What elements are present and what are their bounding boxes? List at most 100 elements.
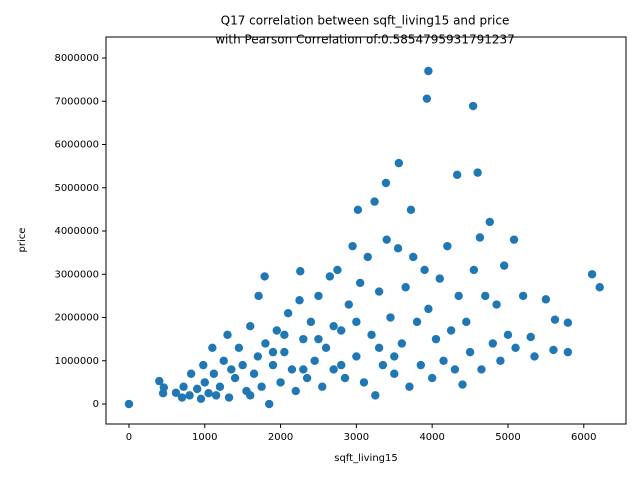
point — [238, 360, 247, 370]
point — [496, 356, 505, 365]
chart-title: with Pearson Correlation of:0.5854795931… — [215, 33, 515, 47]
point — [230, 373, 240, 383]
point — [424, 66, 433, 76]
point — [563, 318, 573, 327]
point — [215, 382, 225, 391]
point — [374, 287, 384, 296]
point — [549, 345, 558, 355]
x-tick-label: 2000 — [268, 432, 293, 443]
point — [477, 365, 486, 374]
point — [382, 235, 391, 244]
point — [306, 317, 316, 327]
point — [509, 235, 519, 244]
point — [406, 205, 416, 215]
point — [314, 291, 323, 301]
point — [595, 283, 604, 292]
point — [352, 352, 361, 361]
point — [253, 352, 263, 361]
point — [409, 252, 418, 262]
point — [439, 356, 448, 365]
point — [254, 291, 263, 301]
x-axis-label: sqft_living15 — [334, 453, 398, 464]
point — [302, 373, 312, 383]
point — [296, 267, 305, 276]
point — [211, 391, 221, 400]
point — [314, 334, 323, 344]
point — [325, 272, 335, 281]
point — [446, 326, 456, 335]
point — [199, 360, 208, 370]
point — [370, 197, 379, 206]
point — [352, 317, 361, 327]
point — [337, 326, 346, 335]
point — [427, 373, 437, 383]
point — [563, 347, 573, 357]
point — [481, 291, 490, 301]
point — [272, 326, 281, 335]
point — [465, 347, 475, 357]
point — [394, 158, 404, 168]
y-tick-label: 0 — [93, 399, 99, 410]
point — [371, 391, 380, 400]
plot-frame — [105, 36, 627, 425]
point — [209, 369, 219, 378]
point — [299, 365, 308, 374]
point — [224, 393, 234, 402]
point — [299, 334, 308, 344]
point — [518, 291, 528, 301]
point — [261, 339, 270, 348]
x-tick-label: 5000 — [495, 432, 520, 443]
point — [386, 313, 395, 322]
point — [416, 360, 426, 370]
point — [208, 343, 217, 352]
point — [587, 270, 597, 279]
point — [378, 360, 388, 370]
point — [159, 383, 169, 392]
point — [412, 317, 422, 327]
chart-title: Q17 correlation between sqft_living15 an… — [221, 14, 510, 28]
point — [268, 360, 278, 370]
point — [287, 365, 297, 374]
point — [367, 330, 376, 340]
point — [283, 308, 293, 318]
point — [268, 347, 278, 357]
point — [473, 168, 482, 177]
point — [177, 393, 187, 402]
point — [393, 244, 403, 253]
point — [530, 352, 539, 361]
point — [420, 265, 429, 275]
point — [452, 170, 462, 179]
point — [260, 272, 269, 281]
y-tick-label: 4000000 — [54, 226, 99, 237]
point — [443, 241, 452, 251]
x-tick-label: 6000 — [571, 432, 596, 443]
point — [405, 382, 414, 391]
point — [291, 386, 300, 396]
point — [171, 388, 181, 397]
x-tick-label: 1000 — [192, 432, 217, 443]
point — [390, 369, 399, 378]
point — [390, 352, 399, 361]
point — [492, 300, 501, 309]
point — [435, 274, 444, 283]
point — [374, 343, 384, 352]
point — [340, 373, 350, 383]
point — [511, 343, 520, 352]
point — [310, 356, 319, 365]
point — [280, 330, 289, 340]
point — [485, 217, 494, 227]
point — [333, 265, 342, 275]
point — [337, 360, 346, 370]
point — [422, 94, 432, 103]
x-tick-label: 4000 — [419, 432, 444, 443]
point — [541, 295, 551, 304]
point — [503, 330, 513, 340]
point — [219, 356, 228, 365]
point — [344, 300, 353, 309]
point — [257, 382, 266, 391]
point — [359, 378, 369, 387]
x-tick-label: 3000 — [344, 432, 369, 443]
point — [276, 378, 285, 387]
